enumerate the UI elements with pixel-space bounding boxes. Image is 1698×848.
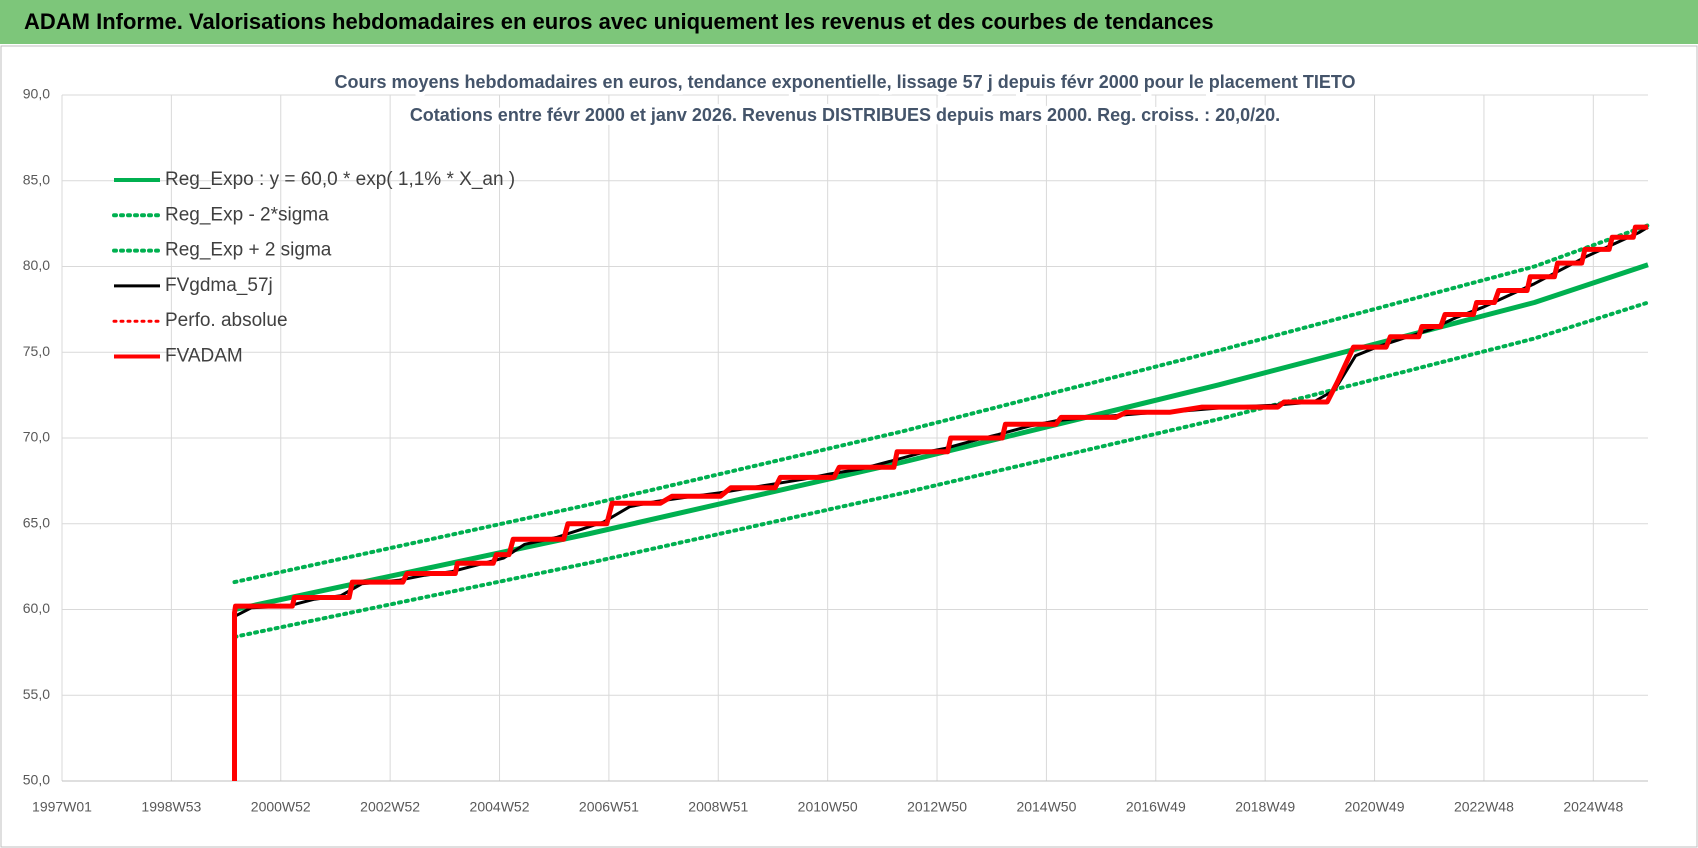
x-tick-label: 2020W49: [1345, 799, 1405, 815]
x-tick-label: 2010W50: [798, 799, 858, 815]
legend-label: FVADAM: [165, 346, 243, 367]
series-line: [232, 300, 1650, 639]
y-tick-label: 85,0: [23, 171, 50, 187]
y-tick-label: 80,0: [23, 257, 50, 273]
y-tick-label: 75,0: [23, 343, 50, 359]
x-tick-label: 1998W53: [141, 799, 201, 815]
x-tick-label: 1997W01: [32, 799, 92, 815]
chart-frame: [0, 45, 1698, 848]
x-tick-label: 2012W50: [907, 799, 967, 815]
series-line: [232, 224, 1648, 781]
y-tick-label: 60,0: [23, 600, 50, 616]
legend-label: Reg_Exp - 2*sigma: [165, 204, 329, 225]
x-tick-label: 2018W49: [1235, 799, 1295, 815]
legend-label: Reg_Expo : y = 60,0 * exp( 1,1% * X_an ): [165, 169, 515, 190]
header-title: ADAM Informe. Valorisations hebdomadaire…: [24, 9, 1214, 34]
chart-subtitle: Cotations entre févr 2000 et janv 2026. …: [410, 105, 1280, 125]
x-tick-label: 2002W52: [360, 799, 420, 815]
x-tick-label: 2024W48: [1563, 799, 1623, 815]
x-tick-label: 2014W50: [1016, 799, 1076, 815]
y-tick-label: 90,0: [23, 86, 50, 102]
legend-label: FVgdma_57j: [165, 275, 273, 296]
x-tick-label: 2022W48: [1454, 799, 1514, 815]
series-line: [232, 223, 1650, 585]
y-tick-label: 50,0: [23, 772, 50, 788]
legend-label: Reg_Exp + 2 sigma: [165, 240, 332, 261]
y-tick-label: 70,0: [23, 429, 50, 445]
y-tick-label: 55,0: [23, 686, 50, 702]
x-tick-label: 2000W52: [251, 799, 311, 815]
x-tick-label: 2008W51: [688, 799, 748, 815]
series-line: [233, 262, 1649, 612]
x-tick-label: 2016W49: [1126, 799, 1186, 815]
x-tick-label: 2004W52: [470, 799, 530, 815]
x-tick-label: 2006W51: [579, 799, 639, 815]
chart-title: Cours moyens hebdomadaires en euros, ten…: [334, 72, 1355, 92]
header-bar: [0, 0, 1698, 44]
legend-label: Perfo. absolue: [165, 310, 288, 331]
y-tick-label: 65,0: [23, 514, 50, 530]
